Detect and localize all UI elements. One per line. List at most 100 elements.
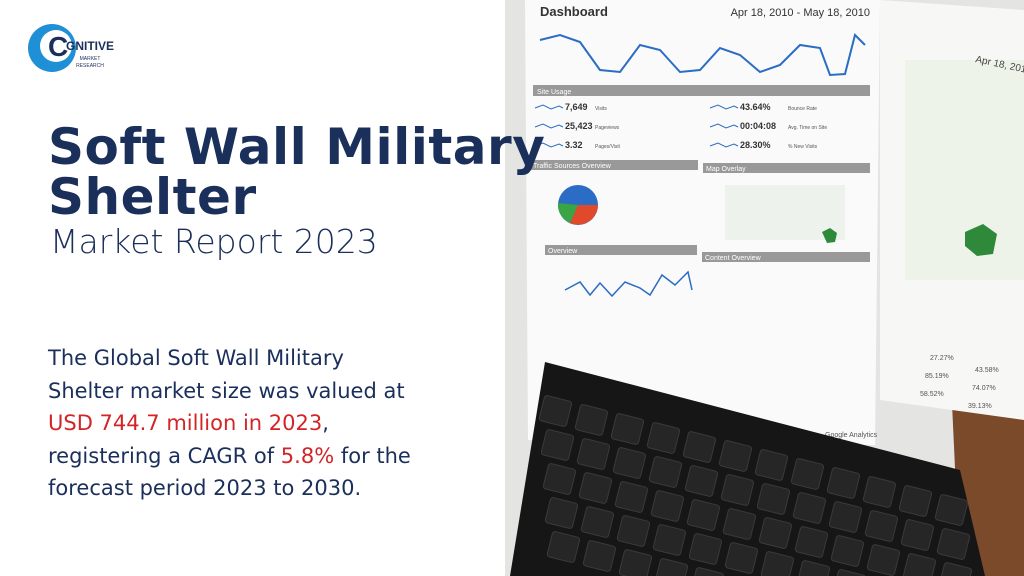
key [542, 463, 577, 495]
text: Site Usage [537, 89, 571, 96]
key [790, 458, 825, 490]
stat-label: % New Visits [788, 144, 818, 150]
key [830, 535, 865, 567]
key [900, 519, 935, 551]
svg-text:58.52%: 58.52% [920, 391, 944, 398]
stat-value: 43.64% [740, 102, 771, 112]
subtitle: Market Report 2023 [50, 222, 378, 261]
line [564, 270, 693, 298]
key [654, 558, 689, 576]
key [652, 524, 687, 556]
header-bar [533, 85, 870, 96]
header-bar [703, 163, 870, 173]
stat-value: 25,423 [565, 121, 593, 131]
paragraph-line: Shelter market size was valued at [48, 375, 411, 408]
key [690, 567, 725, 576]
key [936, 528, 971, 560]
key [718, 440, 753, 472]
highlight: 5.8% [280, 443, 335, 468]
stat-value: 28.30% [740, 140, 771, 150]
key [934, 494, 969, 526]
key [646, 422, 681, 454]
key [614, 481, 649, 513]
text: Apr 18, 2010 - May 18, 2010 [731, 7, 870, 19]
paragraph-line: registering a CAGR of 5.8% for the [48, 440, 411, 473]
sparkline [534, 104, 564, 110]
key [682, 431, 717, 463]
stat-label: Pageviews [595, 125, 620, 131]
stat-label: Avg. Time on Site [788, 125, 827, 131]
key [576, 438, 611, 470]
key [686, 499, 721, 531]
text: Map Overlay [706, 166, 746, 173]
key [756, 483, 791, 515]
text: Content Overview [705, 255, 762, 262]
svg-text:39.13%: 39.13% [968, 403, 992, 410]
key [574, 404, 609, 436]
stats: 7,649 Visits 25,423 Pageviews 3.32 Pages/Visi… [534, 102, 827, 150]
stat-value: 00:04:08 [740, 121, 776, 131]
dashboard-sheet [525, 0, 880, 445]
sheet2-map [905, 60, 1024, 280]
key [650, 490, 685, 522]
line [539, 33, 866, 77]
header-bar [530, 160, 698, 170]
logo-c: C [48, 31, 68, 62]
logo-line: RESEARCH [76, 63, 104, 69]
key [582, 540, 617, 572]
key [612, 447, 647, 479]
key [866, 544, 901, 576]
key [720, 474, 755, 506]
text: Traffic Sources Overview [533, 163, 612, 170]
key [610, 413, 645, 445]
paragraph: The Global Soft Wall Military Shelter mar… [48, 342, 411, 505]
sparkline [709, 104, 739, 110]
key [540, 429, 575, 461]
sheet2-table: 27.27% 43.58% 85.19% 74.07% 58.52% 39.13% [920, 355, 999, 410]
svg-text:27.27%: 27.27% [930, 355, 954, 362]
key [864, 510, 899, 542]
sparkline [709, 142, 739, 148]
text: Google Analytics [825, 432, 878, 439]
text: for the [334, 443, 411, 468]
logo: C GNITIVE MARKET RESEARCH [28, 20, 148, 76]
paragraph-line: USD 744.7 million in 2023, [48, 407, 411, 440]
key [580, 506, 615, 538]
title: Shelter [48, 168, 257, 226]
key [938, 562, 973, 576]
stat-label: Bounce Rate [788, 106, 817, 112]
key [828, 501, 863, 533]
header-bar [702, 252, 870, 262]
key [796, 560, 831, 576]
key [544, 497, 579, 529]
text: forecast period 2023 to 2030. [48, 476, 362, 500]
key [722, 508, 757, 540]
text: The Global Soft Wall Military [48, 346, 344, 370]
text: Dashboard [540, 4, 608, 19]
svg-text:43.58%: 43.58% [975, 367, 999, 374]
title: Soft Wall Military [48, 118, 546, 176]
key [538, 395, 573, 427]
key [758, 517, 793, 549]
key [792, 492, 827, 524]
logo-name: GNITIVE [66, 39, 114, 53]
sparkline [709, 123, 739, 129]
stat-value: 7,649 [565, 102, 588, 112]
paragraph-line: The Global Soft Wall Military [48, 342, 411, 375]
key [832, 569, 867, 576]
svg-text:85.19%: 85.19% [925, 373, 949, 380]
key [898, 485, 933, 517]
australia [822, 228, 837, 243]
logo-mark: C GNITIVE MARKET RESEARCH [28, 24, 114, 72]
key [684, 465, 719, 497]
pie-slice [570, 205, 598, 225]
header-bar [545, 245, 697, 255]
sparkline [534, 142, 564, 148]
key [754, 449, 789, 481]
key [578, 472, 613, 504]
key [616, 515, 651, 547]
stat-label: Visits [595, 106, 607, 112]
sparkline [534, 123, 564, 129]
pie-slice [557, 203, 578, 223]
